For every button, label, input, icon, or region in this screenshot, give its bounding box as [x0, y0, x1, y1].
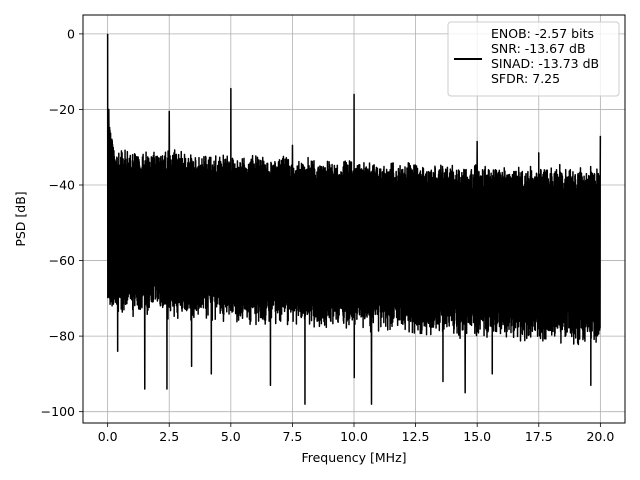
legend-sfdr: SFDR: 7.25: [491, 71, 560, 86]
legend-sinad: SINAD: -13.73 dB: [491, 56, 599, 71]
y-tick-label: 0: [67, 26, 75, 41]
x-tick-label: 20.0: [586, 429, 614, 444]
x-tick-label: 0.0: [98, 429, 118, 444]
x-tick-label: 15.0: [463, 429, 491, 444]
x-tick-label: 10.0: [340, 429, 368, 444]
y-tick-label: −40: [49, 178, 75, 193]
y-tick-label: −60: [49, 253, 75, 268]
y-tick-label: −80: [49, 329, 75, 344]
legend-snr: SNR: -13.67 dB: [491, 41, 586, 56]
y-axis-label: PSD [dB]: [13, 191, 28, 246]
legend-box: [447, 21, 620, 97]
x-tick-label: 2.5: [159, 429, 179, 444]
plot-area: [106, 33, 602, 405]
y-tick-label: −100: [41, 404, 75, 419]
psd-series-line: [106, 33, 602, 405]
x-tick-label: 7.5: [282, 429, 302, 444]
y-tick-label: −20: [49, 102, 75, 117]
x-tick-label: 5.0: [221, 429, 241, 444]
x-axis-label: Frequency [MHz]: [301, 450, 406, 465]
x-tick-label: 12.5: [402, 429, 430, 444]
legend: ENOB: -2.57 bits SNR: -13.67 dB SINAD: -…: [447, 21, 620, 97]
legend-enob: ENOB: -2.57 bits: [491, 26, 594, 41]
y-axis-ticks: 0 −20 −40 −60 −80 −100: [41, 26, 83, 419]
x-axis-ticks: 0.0 2.5 5.0 7.5 10.0 12.5 15.0 17.5 20.0: [98, 423, 614, 444]
x-tick-label: 17.5: [525, 429, 553, 444]
